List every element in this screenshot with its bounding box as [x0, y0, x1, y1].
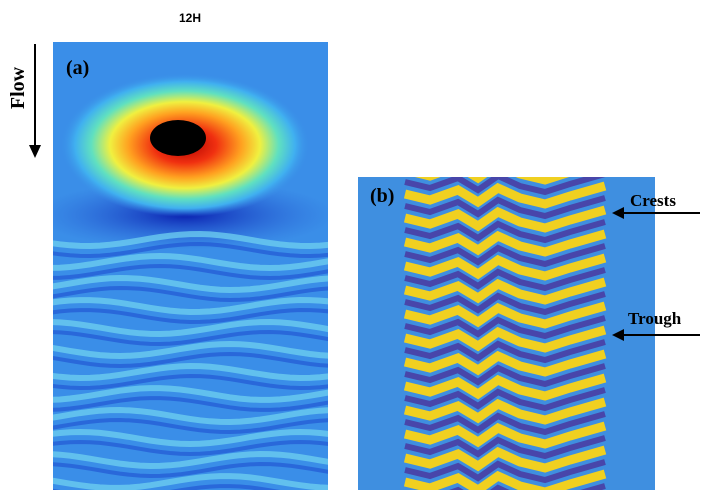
wave-band: [53, 473, 328, 490]
trough-stripe: [404, 315, 606, 340]
wave-band: [53, 252, 328, 272]
wave-trough: [53, 484, 281, 490]
axis-label: Flow: [7, 66, 29, 109]
trough-stripe: [404, 267, 606, 292]
wave-trough: [53, 461, 328, 479]
wave-trough: [53, 263, 328, 281]
wave-trough: [53, 351, 328, 369]
figure-title: 12H: [179, 11, 201, 25]
wave-trough: [53, 241, 328, 259]
crest-stripe: [403, 277, 607, 305]
wave-band: [53, 362, 328, 382]
wave-band: [53, 230, 328, 250]
annotation: Crests: [630, 191, 676, 210]
wave-trough: [53, 439, 328, 457]
wave-trough: [53, 285, 328, 303]
crest-stripe: [403, 181, 607, 209]
wave-band: [53, 296, 328, 316]
crest-stripe: [403, 421, 607, 449]
wave-band: [53, 385, 328, 403]
trough-stripe: [404, 219, 606, 244]
annotation: Trough: [628, 309, 682, 328]
crest-stripe: [403, 373, 607, 401]
wave-band: [53, 428, 328, 448]
crest-stripe: [403, 445, 607, 473]
wave-trough: [53, 417, 328, 435]
trough-stripe: [404, 387, 606, 412]
trough-stripe: [404, 243, 606, 268]
trough-stripe: [404, 291, 606, 316]
wave-trough: [53, 329, 328, 347]
panel-a-hotspot: [60, 73, 310, 217]
wave-band: [53, 340, 328, 360]
panel-b-image: [358, 177, 655, 490]
wave-trough: [53, 396, 328, 412]
crest-stripe: [403, 397, 607, 425]
trough-stripe: [449, 483, 606, 490]
wave-band: [53, 318, 328, 338]
wave-band: [53, 406, 328, 426]
crest-stripe: [403, 253, 607, 281]
wave-band: [53, 450, 328, 470]
annotation-arrowhead: [612, 329, 624, 341]
wave-band: [53, 274, 328, 294]
crest-stripe: [403, 205, 607, 233]
wave-trough: [53, 307, 328, 325]
wave-trough: [53, 373, 328, 391]
panel-label: (a): [66, 57, 89, 79]
crest-stripe: [403, 301, 607, 329]
trough-stripe: [404, 435, 606, 460]
trough-stripe: [404, 411, 606, 436]
crest-stripe: [403, 325, 607, 353]
flow-arrowhead: [29, 145, 41, 158]
crest-stripe: [403, 469, 607, 490]
panel-label: (b): [370, 185, 394, 207]
annotation-arrowhead: [612, 207, 624, 219]
trough-stripe: [404, 339, 606, 364]
trough-stripe: [404, 195, 606, 220]
crest-stripe: [403, 349, 607, 377]
trough-stripe: [404, 363, 606, 388]
crest-stripe: [403, 229, 607, 257]
trough-stripe: [404, 459, 606, 484]
trough-stripe: [404, 177, 606, 196]
